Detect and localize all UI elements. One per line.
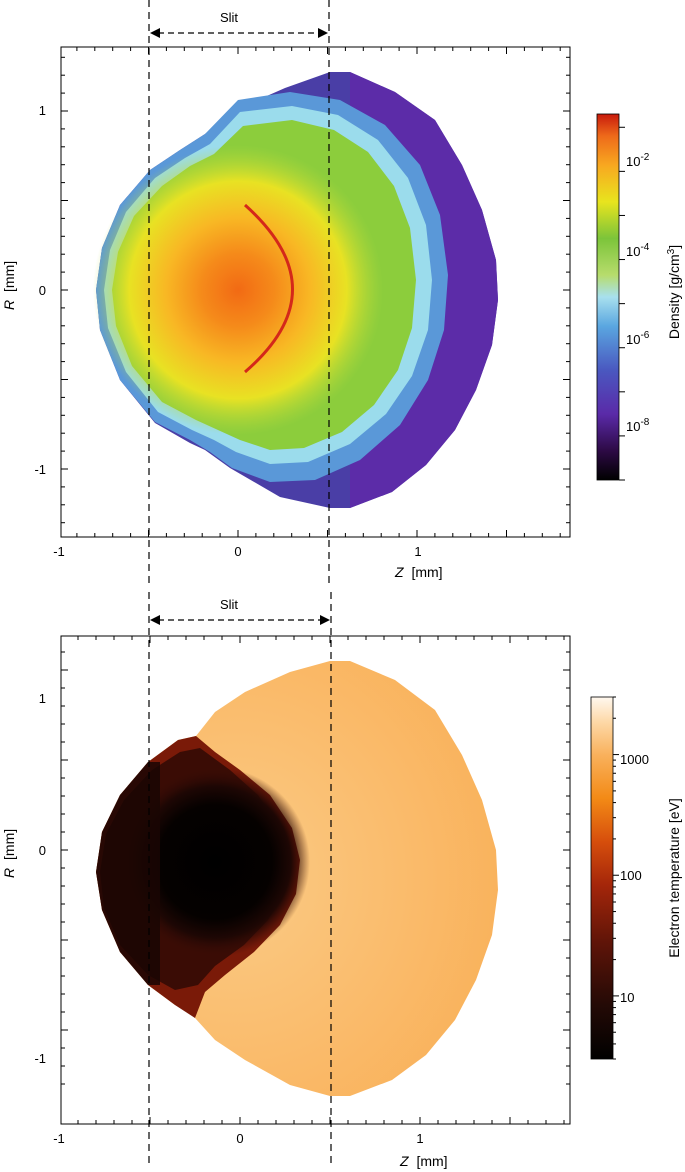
temperature-colorbar: 1000 100 10 Electron temperature [eV] — [590, 696, 682, 1060]
temperature-x-var: Z — [399, 1153, 409, 1169]
temperature-map — [96, 661, 498, 1096]
slit-arrowhead-right — [318, 28, 328, 38]
density-ytick-label: 1 — [39, 103, 46, 118]
density-slit-label: Slit — [220, 10, 238, 25]
density-ytick-label: 0 — [39, 283, 46, 298]
temperature-axes-frame — [60, 635, 571, 1125]
slit-arrowhead-left — [150, 615, 160, 625]
temperature-xtick-label: -1 — [53, 1131, 65, 1146]
density-slit-annotation: Slit — [148, 0, 330, 587]
temperature-colorbar-label: Electron temperature [eV] — [666, 798, 682, 958]
density-cb-tick-label: 10-2 — [626, 152, 650, 169]
density-y-axis-title: R [mm] — [1, 261, 17, 310]
temperature-xtick-label: 0 — [236, 1131, 243, 1146]
density-colorbar: 10-2 10-4 10-6 10-8 Density [g/cm3] — [596, 113, 682, 481]
density-colorbar-ticks — [619, 126, 625, 481]
density-shock-front — [243, 203, 294, 374]
density-colorbar-gradient — [596, 113, 620, 481]
slit-arrowhead-right — [320, 615, 330, 625]
temperature-xtick-label: 1 — [416, 1131, 423, 1146]
temperature-cb-tick-label: 10 — [620, 990, 634, 1005]
temperature-x-axis-title: Z [mm] — [399, 1153, 448, 1169]
temperature-x-unit: [mm] — [416, 1153, 447, 1169]
density-y-var: R — [1, 300, 17, 310]
temperature-ytick-label: 0 — [39, 843, 46, 858]
temperature-cold-core — [120, 767, 310, 957]
density-xtick-label: 1 — [414, 544, 421, 559]
temperature-ticks — [61, 636, 570, 1124]
temperature-cb-tick-label: 100 — [620, 868, 642, 883]
density-xtick-label: 0 — [234, 544, 241, 559]
density-ytick-label: -1 — [34, 462, 46, 477]
density-axes-frame — [60, 46, 571, 538]
density-ticks — [61, 47, 570, 537]
temperature-slit-label: Slit — [220, 597, 238, 612]
temperature-panel: -1 0 1 1 0 -1 Z [mm] R [mm] Slit 1000 10… — [1, 592, 682, 1169]
density-map — [93, 72, 498, 508]
density-cb-tick-label: 10-8 — [626, 417, 650, 434]
density-y-unit: [mm] — [1, 261, 17, 292]
temperature-ytick-label: -1 — [34, 1051, 46, 1066]
density-panel: -1 0 1 1 0 -1 Z [mm] R [mm] Slit 10-2 — [1, 0, 682, 587]
density-cb-tick-label: 10-6 — [626, 330, 650, 347]
density-colorbar-label: Density [g/cm3] — [666, 245, 682, 339]
temperature-colorbar-gradient — [590, 696, 614, 1060]
temperature-ytick-label: 1 — [39, 691, 46, 706]
density-xtick-label: -1 — [53, 544, 65, 559]
temperature-slit-annotation: Slit — [148, 592, 332, 1168]
temperature-cb-tick-label: 1000 — [620, 752, 649, 767]
temperature-cold-left — [96, 762, 160, 985]
temperature-colorbar-ticks — [613, 696, 619, 1060]
density-x-var: Z — [394, 564, 404, 580]
density-x-axis-title: Z [mm] — [394, 564, 443, 580]
temperature-y-var: R — [1, 868, 17, 878]
temperature-y-axis-title: R [mm] — [1, 829, 17, 878]
slit-arrowhead-left — [150, 28, 160, 38]
temperature-y-unit: [mm] — [1, 829, 17, 860]
density-core — [93, 145, 383, 435]
density-cb-tick-label: 10-4 — [626, 242, 650, 259]
density-x-unit: [mm] — [411, 564, 442, 580]
